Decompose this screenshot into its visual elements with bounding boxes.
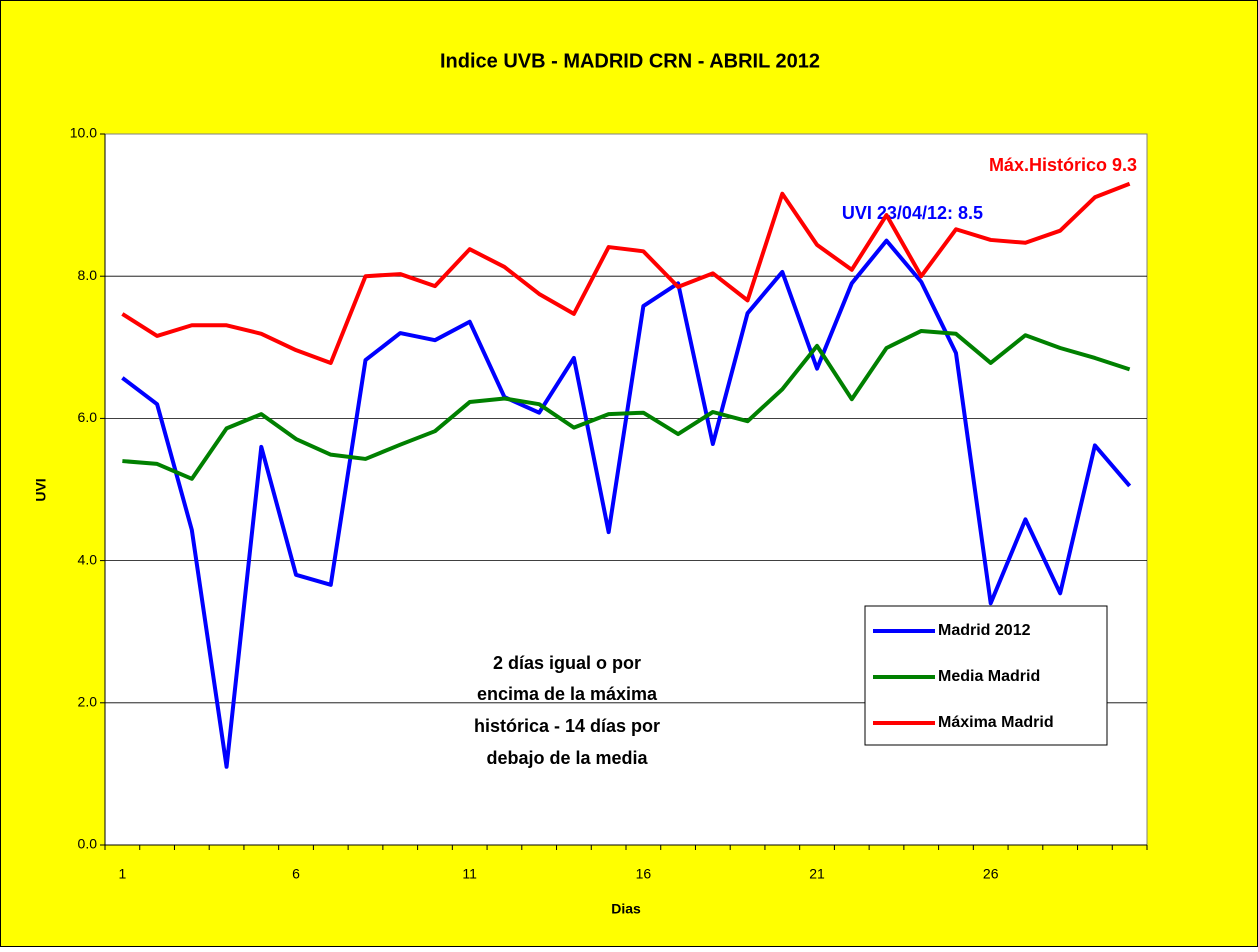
- series-line: [121, 181, 1131, 365]
- y-tick-label: 10.0: [70, 125, 97, 141]
- y-axis-label: UVI: [33, 478, 49, 501]
- x-tick-label: 21: [809, 866, 825, 882]
- x-tick-label: 6: [292, 866, 300, 882]
- series-line: [121, 238, 1132, 769]
- note: 2 días igual o por encima de la máxima h…: [474, 653, 660, 768]
- x-tick-label: 11: [462, 866, 477, 882]
- y-tick-label: 8.0: [78, 267, 98, 283]
- chart-title: Indice UVB - MADRID CRN - ABRIL 2012: [440, 50, 820, 72]
- annotation: Máx.Histórico 9.3: [989, 155, 1137, 175]
- note-line: 2 días igual o por: [493, 653, 641, 673]
- x-tick-label: 1: [118, 866, 126, 882]
- annotation: UVI 23/04/12: 8.5: [842, 203, 983, 223]
- series-line: [122, 328, 1131, 481]
- legend-label: Madrid 2012: [938, 622, 1031, 639]
- note-line: histórica - 14 días por: [474, 716, 660, 736]
- y-tick-label: 0.0: [78, 836, 98, 852]
- y-tick-label: 4.0: [78, 551, 98, 567]
- legend: Madrid 2012 Media Madrid Máxima Madrid: [864, 605, 1108, 746]
- y-tick-label: 2.0: [78, 694, 98, 710]
- x-tick-label: 16: [636, 866, 652, 882]
- note-line: debajo de la media: [486, 748, 648, 768]
- y-tick-label: 6.0: [78, 409, 98, 425]
- legend-label: Máxima Madrid: [938, 714, 1054, 731]
- x-axis-label: Dias: [611, 901, 641, 917]
- note-line: encima de la máxima: [477, 684, 658, 704]
- legend-label: Media Madrid: [938, 668, 1040, 685]
- x-tick-label: 26: [983, 866, 999, 882]
